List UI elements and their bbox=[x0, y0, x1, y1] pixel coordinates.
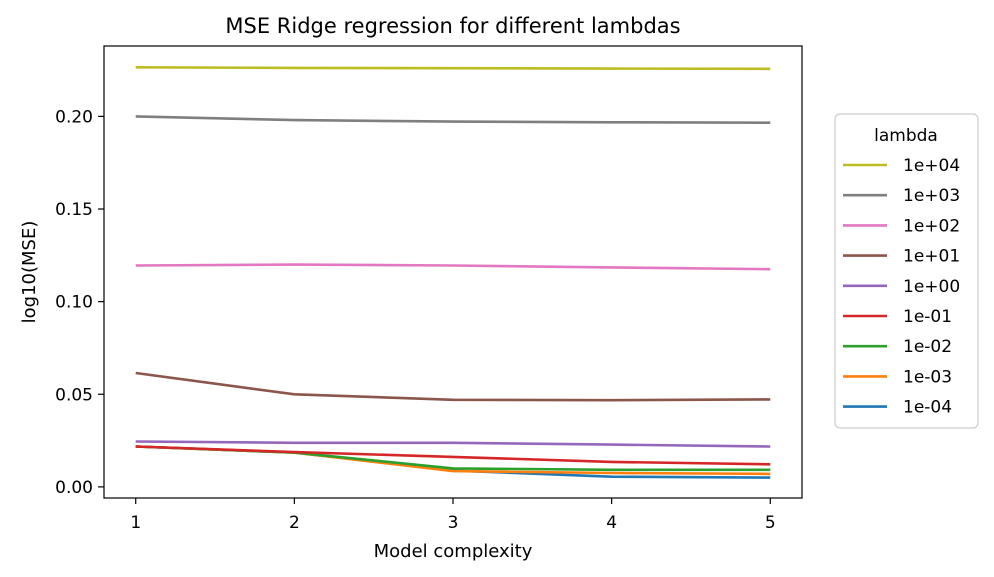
y-axis-label: log10(MSE) bbox=[19, 221, 40, 324]
y-axis: 0.00 0.05 0.10 0.15 0.20 bbox=[55, 107, 104, 498]
plot-frame bbox=[103, 45, 803, 499]
y-tick-label: 0.20 bbox=[55, 107, 93, 127]
legend-label: 1e-04 bbox=[903, 398, 952, 418]
legend-label: 1e+02 bbox=[903, 216, 960, 236]
x-tick-label: 4 bbox=[606, 513, 617, 533]
legend-label: 1e-02 bbox=[903, 337, 952, 357]
y-tick-label: 0.10 bbox=[55, 293, 93, 313]
legend: lambda 1e+04 1e+03 1e+02 1e+01 1e+00 1e-01 1e-0… bbox=[834, 113, 979, 429]
legend-label: 1e+00 bbox=[903, 277, 960, 297]
x-axis-label: Model complexity bbox=[374, 541, 533, 562]
chart-title: MSE Ridge regression for different lambd… bbox=[225, 14, 680, 38]
y-tick-label: 0.05 bbox=[55, 385, 93, 405]
x-tick-label: 3 bbox=[448, 513, 459, 533]
series-line-1e+02 bbox=[135, 263, 771, 271]
x-tick-label: 5 bbox=[765, 513, 776, 533]
series-line-1e+01 bbox=[135, 371, 771, 402]
legend-label: 1e-03 bbox=[903, 367, 952, 387]
x-tick-label: 1 bbox=[130, 513, 141, 533]
y-tick-label: 0.15 bbox=[55, 200, 93, 220]
series-line-1e-01 bbox=[135, 445, 771, 466]
series-line-1e+00 bbox=[135, 440, 771, 448]
legend-label: 1e-01 bbox=[903, 307, 952, 327]
plot-area bbox=[103, 45, 803, 499]
legend-title: lambda bbox=[874, 126, 938, 146]
y-tick-label: 0.00 bbox=[55, 478, 93, 498]
series-line-1e+04 bbox=[135, 66, 771, 71]
legend-label: 1e+03 bbox=[903, 186, 960, 206]
legend-label: 1e+04 bbox=[903, 156, 960, 176]
legend-box bbox=[834, 113, 979, 429]
x-tick-label: 2 bbox=[289, 513, 300, 533]
series-line-1e+03 bbox=[135, 115, 771, 124]
x-axis: 1 2 3 4 5 bbox=[130, 498, 776, 533]
legend-label: 1e+01 bbox=[903, 247, 960, 267]
